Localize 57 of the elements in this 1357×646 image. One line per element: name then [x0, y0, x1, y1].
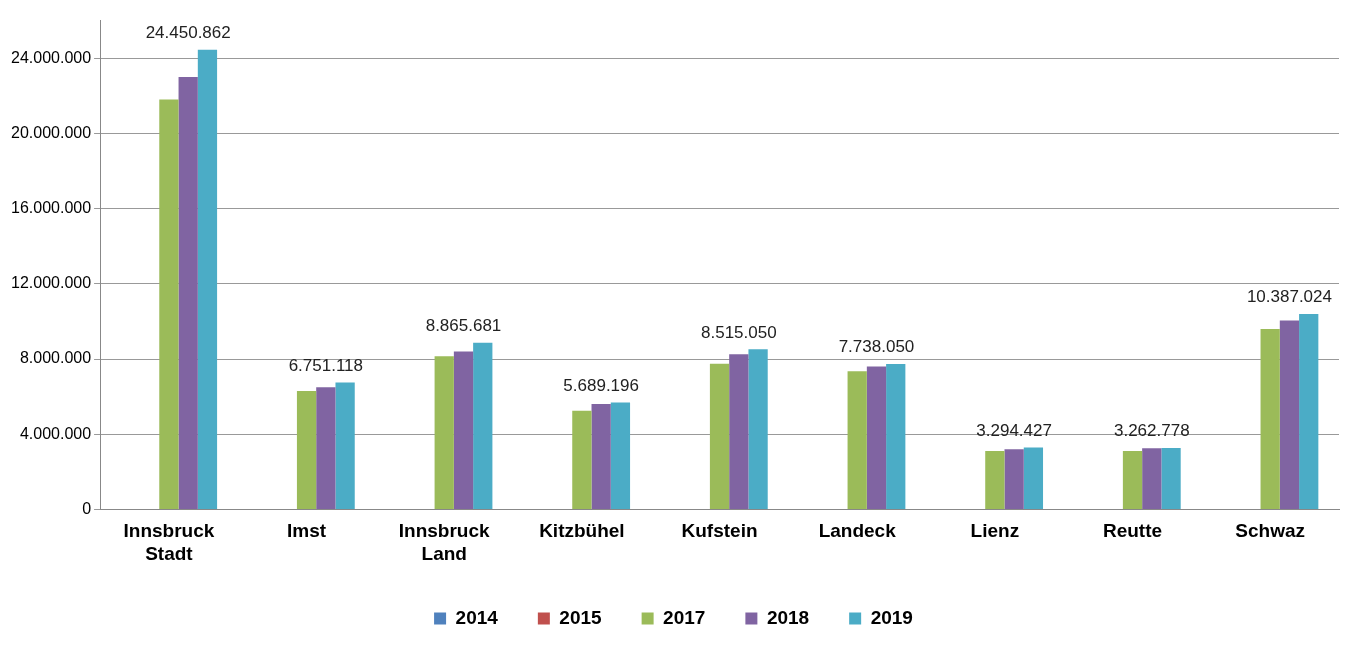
y-tick-label: 12.000.000 — [11, 274, 92, 292]
bar — [572, 410, 592, 509]
bar — [296, 390, 317, 509]
data-label: 24.450.862 — [145, 22, 231, 42]
y-tick-label: 24.000.000 — [11, 48, 92, 66]
data-label: 8.865.681 — [425, 315, 502, 335]
bar — [1299, 314, 1319, 509]
x-tick-label: Lienz — [970, 520, 1020, 542]
x-tick-label: Innsbruck Land — [398, 520, 491, 564]
bar — [847, 371, 867, 509]
data-label: 8.515.050 — [700, 322, 777, 342]
x-tick-label: Schwaz — [1235, 520, 1306, 542]
legend-label: 2015 — [559, 606, 603, 628]
bar — [1279, 320, 1300, 509]
x-tick-label: Imst — [287, 520, 327, 542]
legend-label: 2019 — [870, 606, 913, 628]
legend-label: 2018 — [766, 606, 810, 628]
bar — [335, 382, 355, 509]
bar — [886, 363, 906, 509]
data-label: 6.751.118 — [288, 355, 364, 375]
data-label: 10.387.024 — [1246, 287, 1332, 307]
data-label: 5.689.196 — [563, 375, 639, 395]
x-tick-label: Kitzbühel — [539, 520, 625, 542]
y-tick-label: 8.000.000 — [19, 349, 92, 367]
legend-label: 2017 — [663, 606, 706, 628]
bar — [1260, 328, 1280, 509]
bar — [197, 49, 218, 509]
bar — [729, 354, 749, 509]
bar — [1023, 447, 1044, 509]
bar — [985, 451, 1005, 509]
bar — [473, 342, 493, 509]
bar — [748, 349, 768, 509]
bar — [709, 363, 730, 509]
x-tick-label: Reutte — [1102, 520, 1163, 542]
bar — [1004, 449, 1024, 509]
bar — [1142, 448, 1162, 509]
bar — [453, 351, 474, 509]
bar — [159, 99, 179, 509]
bar — [316, 387, 336, 509]
legend-label: 2014 — [455, 606, 499, 628]
data-label: 3.262.778 — [1113, 421, 1190, 441]
x-tick-label: Kufstein — [681, 520, 758, 542]
bar — [434, 356, 454, 509]
data-label: 3.294.427 — [976, 420, 1052, 440]
y-tick-label: 0 — [82, 499, 92, 517]
x-tick-label: Landeck — [818, 520, 897, 542]
bar — [1122, 451, 1143, 509]
y-tick-label: 4.000.000 — [19, 424, 92, 442]
bar — [591, 404, 611, 509]
bar — [610, 402, 631, 509]
bar — [866, 366, 887, 509]
x-tick-label: Innsbruck Stadt — [123, 520, 215, 564]
data-label: 7.738.050 — [838, 337, 915, 357]
bar — [1161, 448, 1181, 509]
y-tick-label: 20.000.000 — [11, 123, 92, 141]
bar — [178, 77, 198, 509]
y-tick-label: 16.000.000 — [11, 199, 92, 217]
